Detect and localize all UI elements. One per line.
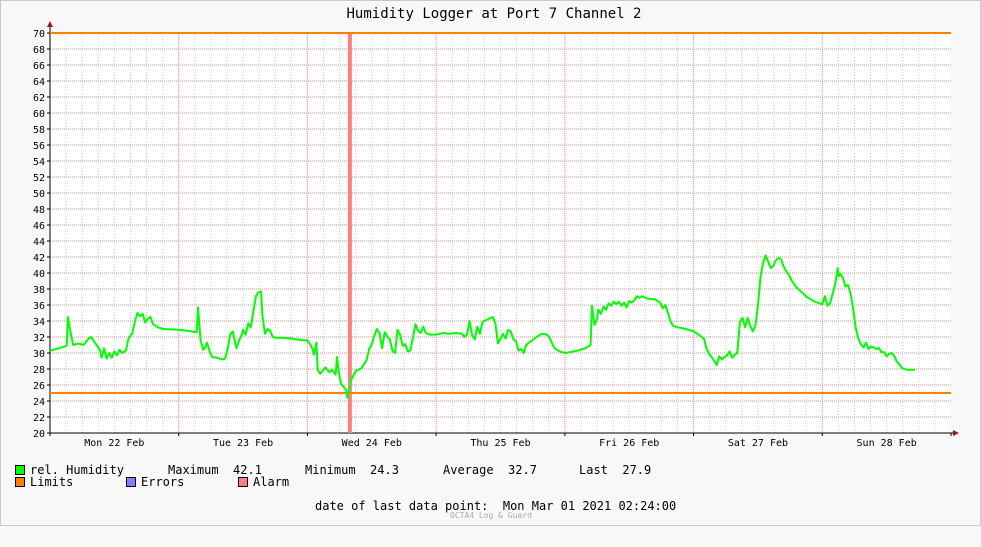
x-tick-label: Sun 28 Feb <box>857 438 917 449</box>
stat-maximum-value: 42.1 <box>233 463 262 477</box>
y-tick-label: 48 <box>33 205 45 216</box>
y-tick-label: 26 <box>33 381 45 392</box>
stat-minimum-value: 24.3 <box>370 463 399 477</box>
y-tick-label: 56 <box>33 141 45 152</box>
y-tick-label: 68 <box>33 45 45 56</box>
limits-swatch <box>15 476 25 487</box>
last-point-label: date of last data point: <box>315 499 489 513</box>
y-tick-label: 50 <box>33 189 45 200</box>
y-tick-label: 52 <box>33 173 45 184</box>
stat-last-label: Last <box>579 463 608 477</box>
x-tick-label: Mon 22 Feb <box>84 438 144 449</box>
y-tick-label: 58 <box>33 125 45 136</box>
y-tick-label: 42 <box>33 253 45 264</box>
x-tick-label: Wed 24 Feb <box>342 438 402 449</box>
last-point-value: Mon Mar 01 2021 02:24:00 <box>502 499 677 513</box>
y-tick-label: 30 <box>33 349 45 360</box>
y-tick-label: 60 <box>33 109 45 120</box>
legend-humidity: rel. Humidity <box>15 463 124 477</box>
y-tick-label: 70 <box>33 29 45 40</box>
stat-minimum-label: Minimum <box>305 463 356 477</box>
y-tick-label: 20 <box>33 429 45 440</box>
credit-text: OCTA4 Log & Guard <box>450 511 532 520</box>
x-tick-label: Sat 27 Feb <box>728 438 788 449</box>
y-axis-arrow <box>47 21 53 27</box>
stat-average: Average 32.7 <box>443 463 537 477</box>
stat-last-value: 27.9 <box>622 463 652 477</box>
legend-humidity-label: rel. Humidity <box>30 463 124 477</box>
stat-minimum: Minimum 24.3 <box>305 463 399 477</box>
x-tick-label: Fri 26 Feb <box>599 438 659 449</box>
legend-alarm: Alarm <box>238 475 289 489</box>
humidity-chart: 20 22 24 26 28 30 32 34 36 38 40 42 44 46 48 50 52 54 56 58… <box>33 6 959 449</box>
chart-title: Humidity Logger at Port 7 Channel 2 <box>346 6 641 22</box>
last-data-point: date of last data point: Mon Mar 01 2021… <box>315 499 676 513</box>
y-tick-label: 40 <box>33 269 45 280</box>
legend-alarm-label: Alarm <box>253 475 290 489</box>
y-tick-label: 44 <box>33 237 45 248</box>
x-axis-arrow <box>953 430 959 436</box>
y-tick-label: 54 <box>33 157 45 168</box>
humidity-swatch <box>15 464 25 475</box>
x-tick-label: Tue 23 Feb <box>213 438 273 449</box>
y-tick-label: 24 <box>33 397 45 408</box>
legend-errors: Errors <box>126 475 184 489</box>
legend-row-stats: rel. Humidity Maximum 42.1 Minimum 24.3 … <box>15 463 651 477</box>
y-tick-label: 32 <box>33 333 45 344</box>
alarm-marker <box>347 33 352 433</box>
legend-row-markers: Limits Errors Alarm <box>15 475 289 489</box>
stat-maximum-label: Maximum <box>168 463 219 477</box>
legend-errors-label: Errors <box>141 475 185 489</box>
stat-average-label: Average <box>443 463 494 477</box>
x-tick-label: Thu 25 Feb <box>470 438 530 449</box>
y-tick-label: 38 <box>33 285 45 296</box>
humidity-series-line <box>49 254 915 399</box>
legend-limits: Limits <box>15 475 73 489</box>
stat-maximum: Maximum 42.1 <box>168 463 262 477</box>
alarm-swatch <box>238 476 248 487</box>
y-tick-label: 62 <box>33 93 45 104</box>
y-tick-label: 22 <box>33 413 45 424</box>
y-tick-label: 28 <box>33 365 45 376</box>
y-tick-label: 66 <box>33 61 45 72</box>
y-tick-label: 36 <box>33 301 45 312</box>
y-tick-label: 46 <box>33 221 45 232</box>
errors-swatch <box>126 476 136 487</box>
y-tick-label: 64 <box>33 77 45 88</box>
y-tick-label: 34 <box>33 317 45 328</box>
legend-limits-label: Limits <box>30 475 74 489</box>
stat-average-value: 32.7 <box>508 463 537 477</box>
stat-last: Last 27.9 <box>579 463 651 477</box>
